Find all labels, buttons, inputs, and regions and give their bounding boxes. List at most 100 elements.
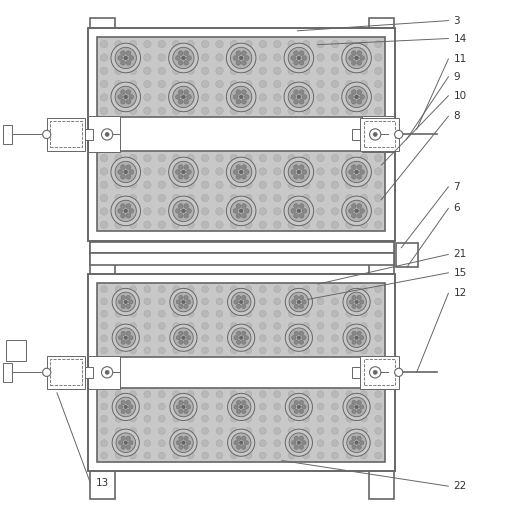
Circle shape <box>121 445 125 449</box>
Circle shape <box>179 340 183 344</box>
Circle shape <box>303 428 309 434</box>
Circle shape <box>299 295 304 300</box>
Circle shape <box>172 168 180 175</box>
Circle shape <box>115 415 122 422</box>
Circle shape <box>260 286 266 293</box>
Circle shape <box>144 67 151 74</box>
Circle shape <box>172 67 180 74</box>
Circle shape <box>245 94 252 101</box>
Circle shape <box>236 304 241 309</box>
Circle shape <box>230 440 238 447</box>
Circle shape <box>176 336 181 340</box>
Circle shape <box>236 445 241 449</box>
Circle shape <box>244 95 249 99</box>
Circle shape <box>159 403 165 410</box>
Circle shape <box>360 403 367 410</box>
Circle shape <box>101 335 108 342</box>
Circle shape <box>230 208 238 215</box>
Circle shape <box>288 155 295 162</box>
Circle shape <box>360 155 367 162</box>
Circle shape <box>374 221 382 229</box>
Circle shape <box>216 347 223 354</box>
Circle shape <box>273 94 281 101</box>
Circle shape <box>297 209 301 213</box>
Circle shape <box>115 48 136 69</box>
Circle shape <box>303 310 309 317</box>
Circle shape <box>121 165 125 170</box>
Circle shape <box>273 80 281 88</box>
Circle shape <box>118 170 123 174</box>
Circle shape <box>357 51 362 55</box>
Circle shape <box>357 400 361 405</box>
Circle shape <box>126 90 131 95</box>
Circle shape <box>302 67 310 74</box>
Bar <box>90 253 393 265</box>
Circle shape <box>230 415 238 422</box>
Circle shape <box>317 107 324 114</box>
Circle shape <box>259 107 267 114</box>
Circle shape <box>346 86 367 108</box>
Circle shape <box>352 436 356 440</box>
Circle shape <box>288 54 295 61</box>
Circle shape <box>374 181 382 189</box>
Circle shape <box>245 286 252 293</box>
Circle shape <box>129 56 133 60</box>
Circle shape <box>240 336 243 340</box>
Circle shape <box>242 165 246 170</box>
Circle shape <box>357 295 361 300</box>
Circle shape <box>297 405 301 408</box>
Circle shape <box>357 90 362 95</box>
Circle shape <box>158 54 166 61</box>
Circle shape <box>331 415 339 422</box>
Circle shape <box>101 54 108 61</box>
Circle shape <box>360 323 367 329</box>
Circle shape <box>244 405 248 409</box>
Circle shape <box>245 428 252 434</box>
Circle shape <box>260 298 266 305</box>
Circle shape <box>352 400 356 405</box>
Circle shape <box>173 298 180 305</box>
Circle shape <box>159 323 165 329</box>
Circle shape <box>236 51 241 55</box>
Circle shape <box>354 56 359 60</box>
Circle shape <box>159 310 165 317</box>
Text: 12: 12 <box>453 288 467 298</box>
Circle shape <box>288 200 309 222</box>
Circle shape <box>351 90 356 95</box>
Circle shape <box>230 155 238 162</box>
Circle shape <box>202 335 208 342</box>
Circle shape <box>187 56 191 60</box>
Circle shape <box>374 208 382 215</box>
Circle shape <box>230 168 238 175</box>
Circle shape <box>116 292 135 312</box>
Circle shape <box>175 95 180 99</box>
Circle shape <box>285 288 312 315</box>
Circle shape <box>129 440 133 445</box>
Circle shape <box>184 340 188 344</box>
Circle shape <box>172 107 180 114</box>
Circle shape <box>230 181 238 189</box>
Circle shape <box>291 170 295 174</box>
Circle shape <box>187 107 194 114</box>
Circle shape <box>230 391 238 398</box>
Circle shape <box>169 82 198 112</box>
Circle shape <box>299 340 304 344</box>
Circle shape <box>230 335 238 342</box>
Circle shape <box>352 445 356 449</box>
Circle shape <box>274 440 281 447</box>
Circle shape <box>115 181 122 189</box>
Circle shape <box>126 214 131 218</box>
Circle shape <box>289 397 309 417</box>
Circle shape <box>274 286 281 293</box>
Circle shape <box>216 452 223 459</box>
Circle shape <box>288 221 295 229</box>
Circle shape <box>302 56 307 60</box>
Circle shape <box>297 441 301 445</box>
Circle shape <box>317 428 324 434</box>
Circle shape <box>230 67 238 74</box>
Circle shape <box>369 129 381 140</box>
Circle shape <box>202 298 208 305</box>
Circle shape <box>357 99 362 104</box>
Circle shape <box>317 94 324 101</box>
Circle shape <box>374 80 382 88</box>
